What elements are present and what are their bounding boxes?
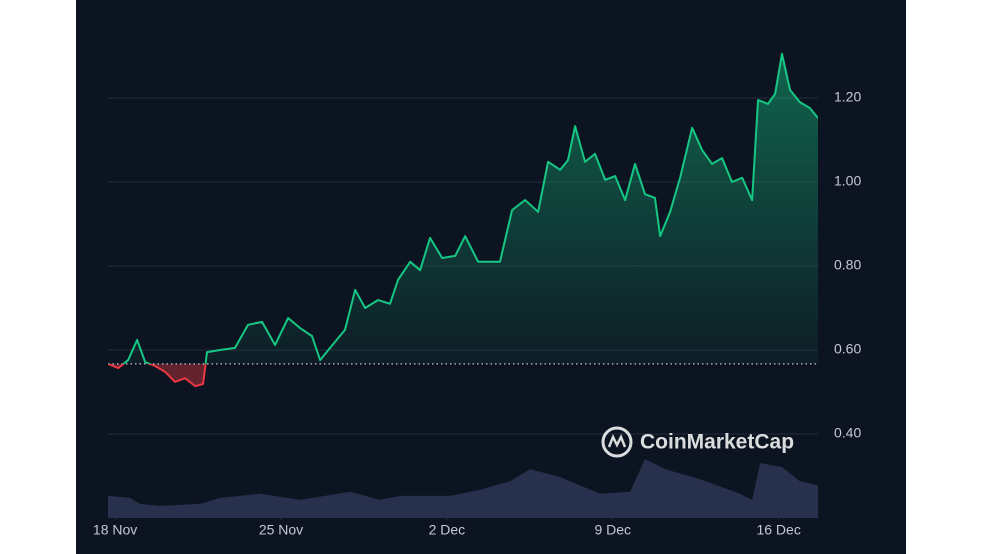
x-tick-label: 9 Dec: [594, 522, 631, 538]
y-tick-label: 1.20: [834, 89, 861, 105]
plot: 0.40 0.60 0.80 1.00 1.20 18 Nov 25 Nov 2 Dec 9 D…: [93, 52, 861, 538]
price-line-up: [108, 52, 818, 364]
price-area-up: [123, 53, 818, 364]
x-tick-label: 2 Dec: [429, 522, 466, 538]
logo-mark: [607, 433, 627, 448]
y-tick-label: 1.00: [834, 173, 861, 189]
logo: [601, 426, 633, 458]
y-tick-label: 0.60: [834, 341, 861, 357]
volume-area: [108, 459, 818, 518]
price-area-down: [108, 363, 818, 387]
watermark-text: CoinMarketCap: [640, 431, 794, 454]
watermark: CoinMarketCap: [601, 426, 794, 458]
y-tick-label: 0.40: [834, 425, 861, 441]
y-tick-label: 0.80: [834, 257, 861, 273]
x-tick-label: 25 Nov: [259, 522, 303, 538]
x-tick-label: 18 Nov: [93, 522, 137, 538]
x-tick-label: 16 Dec: [756, 522, 800, 538]
